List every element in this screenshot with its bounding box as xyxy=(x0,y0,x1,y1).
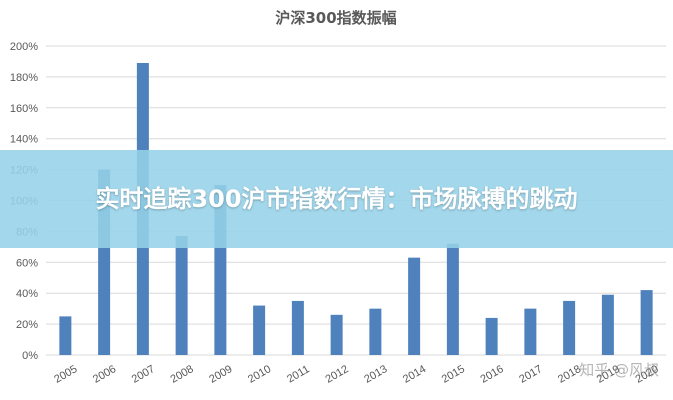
bar-2018 xyxy=(563,300,576,355)
bar-2011 xyxy=(291,300,304,355)
x-tick-label: 2017 xyxy=(517,363,544,386)
y-tick-label: 200% xyxy=(10,41,38,53)
x-tick-label: 2007 xyxy=(130,363,157,386)
headline-text: 实时追踪300沪市指数行情：市场脉搏的跳动 xyxy=(95,185,578,213)
y-tick-label: 40% xyxy=(16,288,38,300)
x-tick-label: 2009 xyxy=(207,363,234,386)
bar-2014 xyxy=(408,257,421,355)
y-tick-label: 160% xyxy=(10,103,38,115)
bar-2012 xyxy=(330,314,343,355)
y-tick-label: 140% xyxy=(10,134,38,146)
bar-2010 xyxy=(253,305,266,355)
headline-banner: 实时追踪300沪市指数行情：市场脉搏的跳动 xyxy=(0,150,673,248)
x-tick-label: 2008 xyxy=(169,363,196,386)
x-tick-label: 2016 xyxy=(479,363,506,386)
y-tick-label: 20% xyxy=(16,319,38,331)
x-tick-label: 2012 xyxy=(324,363,351,386)
x-tick-label: 2010 xyxy=(246,363,273,386)
bar-2017 xyxy=(524,308,537,355)
x-tick-label: 2013 xyxy=(362,363,389,386)
x-tick-label: 2015 xyxy=(440,363,467,386)
bar-2008 xyxy=(175,236,188,355)
y-tick-label: 0% xyxy=(22,350,38,362)
x-tick-label: 2006 xyxy=(91,363,118,386)
bar-2013 xyxy=(369,308,382,355)
bar-2016 xyxy=(485,317,498,355)
x-tick-label: 2011 xyxy=(285,363,311,385)
y-tick-label: 180% xyxy=(10,72,38,84)
bar-2019 xyxy=(601,294,614,355)
chart-title: 沪深300指数振幅 xyxy=(275,9,396,27)
bar-2015 xyxy=(446,243,459,355)
x-axis-ticks: 2005 2006 2007 2008 2009 2010 2011 2012 2013 2014… xyxy=(52,363,660,386)
watermark: 知乎 @风叔 xyxy=(579,361,659,379)
bar-2020 xyxy=(640,290,653,355)
y-tick-label: 60% xyxy=(16,257,38,269)
x-tick-label: 2014 xyxy=(401,363,428,386)
bar-2005 xyxy=(59,316,72,355)
x-tick-label: 2005 xyxy=(52,363,79,386)
